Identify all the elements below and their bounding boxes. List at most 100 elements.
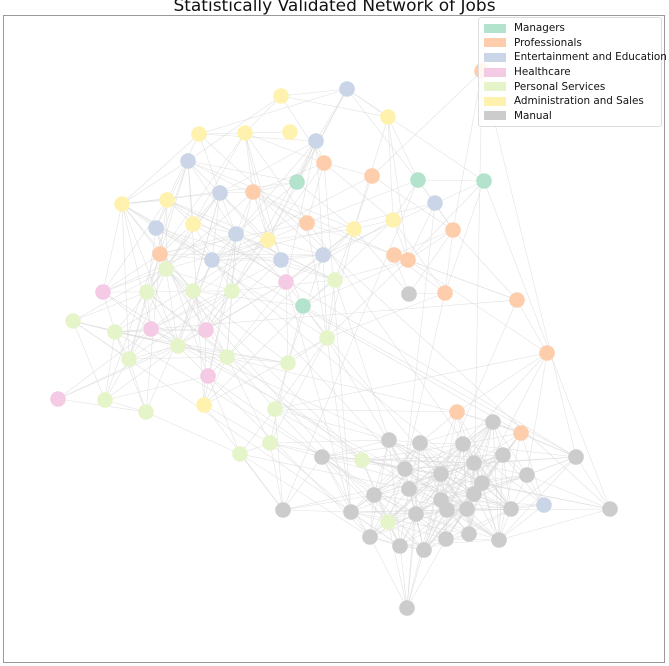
node-admin (114, 196, 130, 212)
network-edge (165, 268, 363, 461)
network-edge (252, 162, 325, 193)
network-edge (498, 508, 611, 541)
network-edge (350, 511, 417, 515)
network-edge (205, 233, 237, 331)
network-edge (483, 180, 611, 510)
node-professionals (316, 155, 332, 171)
network-edge (274, 337, 328, 410)
network-edge (177, 281, 287, 347)
legend-label-managers: Managers (514, 22, 565, 35)
network-edge (282, 509, 352, 513)
node-manual (474, 475, 490, 491)
network-edge (440, 499, 512, 510)
network-edge (407, 180, 485, 261)
network-edge (219, 192, 269, 241)
network-edge (211, 192, 221, 261)
network-edge (198, 133, 611, 510)
node-healthcare (50, 391, 66, 407)
network-edge (492, 421, 500, 541)
legend-swatch-admin (484, 96, 506, 106)
node-professionals (513, 425, 529, 441)
network-edge (177, 259, 213, 347)
network-edge (321, 456, 447, 540)
network-edge (287, 305, 304, 364)
network-edge (510, 456, 577, 510)
network-edge (282, 494, 375, 511)
network-edge (526, 352, 548, 476)
network-edge (498, 432, 522, 541)
node-manual (461, 526, 477, 542)
network-edge (326, 337, 352, 513)
legend-swatch-managers (484, 23, 506, 33)
network-edge (114, 331, 289, 364)
network-edge (72, 268, 167, 322)
node-manual (438, 531, 454, 547)
network-edge (219, 140, 317, 194)
network-edge (415, 454, 504, 515)
network-edge (408, 229, 454, 295)
network-edge (146, 291, 228, 358)
network-edge (165, 268, 233, 292)
network-edge (211, 202, 436, 261)
network-edge (404, 292, 446, 470)
network-edge (121, 203, 130, 360)
legend-swatch-professionals (484, 38, 506, 48)
network-edge (326, 279, 336, 339)
node-admin (191, 126, 207, 142)
network-edge (102, 203, 123, 293)
network-edge (269, 442, 323, 458)
network-edge (104, 375, 209, 401)
network-edge (445, 493, 475, 540)
node-manual (466, 486, 482, 502)
network-edge (207, 375, 323, 458)
network-edge (128, 345, 179, 360)
network-edge (104, 160, 189, 401)
network-edge (350, 488, 410, 513)
network-edge (404, 456, 577, 470)
legend-swatch-entertainment (484, 52, 506, 62)
node-healthcare (278, 274, 294, 290)
legend-label-personal: Personal Services (514, 80, 606, 93)
network-edge (121, 133, 200, 205)
network-edge (406, 513, 417, 609)
chart-title: Statistically Validated Network of Jobs (173, 0, 496, 16)
network-edge (440, 462, 475, 501)
node-admin (346, 221, 362, 237)
network-edge (399, 509, 448, 547)
network-edge (145, 411, 241, 455)
network-edge (269, 442, 352, 513)
network-edge (393, 229, 454, 256)
node-managers (410, 172, 426, 188)
network-edge (419, 442, 475, 495)
node-admin (185, 216, 201, 232)
network-edge (408, 454, 504, 490)
network-edge (104, 345, 179, 401)
network-edge (121, 203, 522, 434)
network-edge (407, 259, 548, 354)
network-edge (473, 493, 500, 541)
legend-label-admin: Administration and Sales (514, 95, 644, 108)
network-edge (239, 453, 371, 538)
node-personal (97, 392, 113, 408)
network-edge (296, 181, 355, 230)
network-edge (282, 179, 419, 511)
node-personal (380, 514, 396, 530)
node-manual (343, 504, 359, 520)
node-professionals (245, 184, 261, 200)
network-edge (321, 439, 390, 458)
network-edge (285, 140, 317, 283)
network-edge (399, 488, 410, 547)
node-manual (519, 467, 535, 483)
network-edge (155, 227, 328, 339)
network-edge (146, 291, 363, 461)
node-manual (495, 447, 511, 463)
network-edge (146, 291, 179, 347)
legend: Managers Professionals Entertainment and E… (478, 17, 667, 128)
node-entertainment (427, 195, 443, 211)
network-edge (353, 175, 373, 230)
network-edge (114, 331, 147, 413)
network-edge (177, 345, 228, 358)
network-edge (114, 329, 207, 333)
network-edge (419, 411, 458, 444)
network-edge (274, 408, 363, 461)
